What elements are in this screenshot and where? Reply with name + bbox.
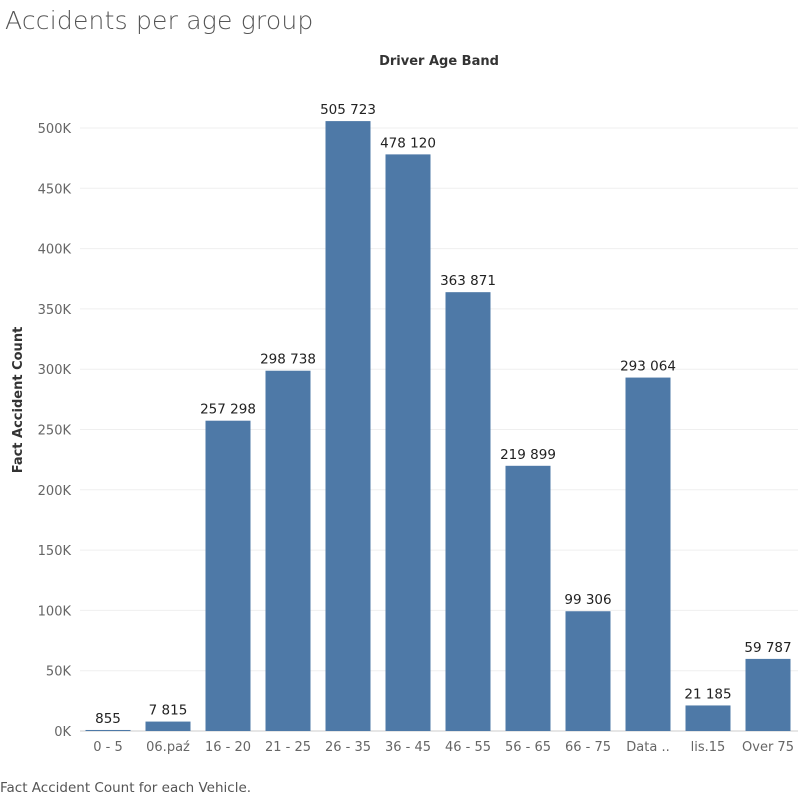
y-tick-label: 50K — [46, 665, 72, 680]
data-label: 478 120 — [380, 135, 436, 151]
y-tick-label: 300K — [38, 363, 72, 378]
data-label: 505 723 — [320, 102, 376, 118]
bar[interactable] — [205, 420, 251, 731]
data-label: 298 738 — [260, 352, 316, 368]
x-tick-label: 36 - 45 — [385, 740, 431, 755]
data-label: 363 871 — [440, 273, 496, 289]
x-tick-label: 06.paź — [146, 740, 190, 755]
bar[interactable] — [745, 658, 791, 731]
x-tick-label: 66 - 75 — [565, 740, 611, 755]
data-label: 59 787 — [744, 640, 791, 656]
x-tick-label: lis.15 — [691, 740, 726, 755]
chart-caption: Fact Accident Count for each Vehicle. — [0, 780, 252, 796]
y-axis-title: Fact Accident Count — [11, 327, 26, 474]
x-tick-label: 16 - 20 — [205, 740, 251, 755]
y-tick-label: 350K — [38, 303, 72, 318]
y-tick-label: 500K — [38, 122, 72, 137]
x-axis-title: Driver Age Band — [379, 54, 499, 69]
data-labels: 855 7 815 257 298 298 738 505 723 478 120 363 … — [95, 102, 792, 727]
bar[interactable] — [685, 705, 731, 731]
y-tick-label: 100K — [38, 604, 72, 619]
bars — [85, 121, 791, 732]
data-label: 7 815 — [149, 703, 188, 719]
bar[interactable] — [385, 154, 431, 732]
chart-title: Accidents per age group — [5, 6, 314, 35]
bar[interactable] — [505, 465, 551, 731]
x-tick-label: 26 - 35 — [325, 740, 371, 755]
y-axis-ticks: 0K 50K 100K 150K 200K 250K 300K 350K 400K 450K 500… — [38, 122, 72, 740]
bar[interactable] — [85, 729, 131, 731]
data-label: 257 298 — [200, 402, 256, 418]
bar-chart: 0K 50K 100K 150K 200K 250K 300K 350K 400K 450K 500… — [11, 54, 798, 755]
x-tick-label: Data .. — [626, 740, 669, 755]
bar[interactable] — [445, 292, 491, 731]
x-axis-ticks: 0 - 5 06.paź 16 - 20 21 - 25 26 - 35 36 - 45 4… — [93, 740, 794, 755]
bar[interactable] — [565, 611, 611, 731]
gridlines — [80, 127, 798, 672]
y-tick-label: 450K — [38, 182, 72, 197]
y-tick-label: 200K — [38, 484, 72, 499]
data-label: 293 064 — [620, 359, 676, 375]
y-tick-label: 400K — [38, 243, 72, 258]
x-tick-label: 46 - 55 — [445, 740, 491, 755]
data-label: 219 899 — [500, 447, 556, 463]
x-tick-label: 0 - 5 — [93, 740, 123, 755]
bar[interactable] — [265, 370, 311, 731]
y-tick-label: 250K — [38, 424, 72, 439]
bar[interactable] — [325, 121, 371, 731]
y-tick-label: 150K — [38, 544, 72, 559]
data-label: 21 185 — [684, 686, 731, 702]
data-label: 855 — [95, 711, 121, 727]
bar[interactable] — [625, 377, 671, 731]
x-tick-label: 21 - 25 — [265, 740, 311, 755]
x-tick-label: 56 - 65 — [505, 740, 551, 755]
bar[interactable] — [145, 721, 191, 731]
x-tick-label: Over 75 — [742, 740, 794, 755]
data-label: 99 306 — [564, 592, 611, 608]
y-tick-label: 0K — [54, 725, 71, 740]
